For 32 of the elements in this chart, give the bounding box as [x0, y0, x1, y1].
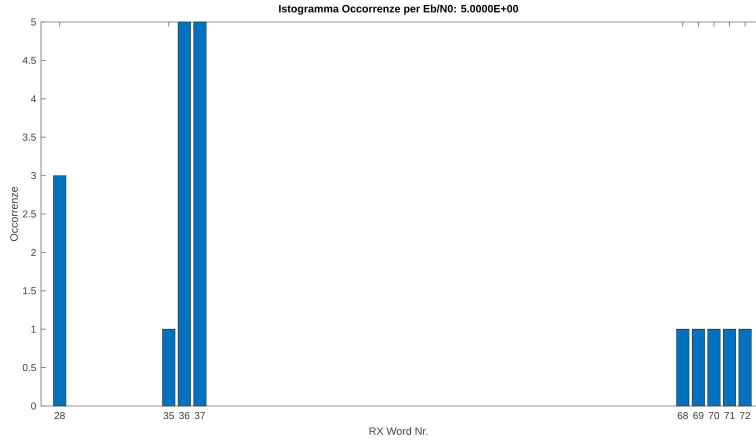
y-tick-label: 3 — [31, 172, 36, 180]
x-tick-label: 68 — [678, 412, 688, 420]
x-tick-label: 36 — [179, 412, 190, 420]
x-tick-label: 72 — [740, 412, 750, 420]
bar — [193, 22, 206, 406]
y-tick-label: 3.5 — [22, 134, 36, 141]
bar — [676, 328, 690, 406]
x-tick-label: 37 — [194, 412, 205, 420]
x-tick-label: 69 — [693, 412, 704, 420]
y-tick-label: 2.5 — [22, 210, 36, 218]
bar — [53, 175, 66, 406]
bar — [723, 328, 736, 406]
bar — [162, 328, 176, 406]
bar — [707, 328, 720, 406]
x-tick-label: 71 — [724, 412, 735, 419]
y-tick-label: 2 — [31, 248, 36, 256]
y-tick-label: 1 — [31, 326, 36, 333]
y-tick-label: 4 — [30, 95, 36, 102]
y-tick-label: 0.5 — [22, 364, 36, 372]
chart-title: Istogramma Occorrenze per Eb/N0: 5.0000E+00 — [279, 4, 518, 15]
x-tick-label: 35 — [164, 412, 174, 420]
x-tick-label: 70 — [708, 412, 720, 420]
x-tick-label: 28 — [54, 412, 65, 420]
y-tick-label: 4.5 — [22, 56, 36, 64]
y-tick-label: 0 — [31, 402, 36, 410]
x-axis-title: RX Word Nr. — [370, 427, 428, 435]
y-tick-label: 1.5 — [23, 287, 36, 294]
y-axis-title: Occorrenze — [10, 186, 18, 242]
bar — [178, 22, 191, 406]
y-tick-label: 5 — [31, 18, 36, 26]
bar — [738, 328, 752, 406]
bar — [692, 328, 705, 406]
